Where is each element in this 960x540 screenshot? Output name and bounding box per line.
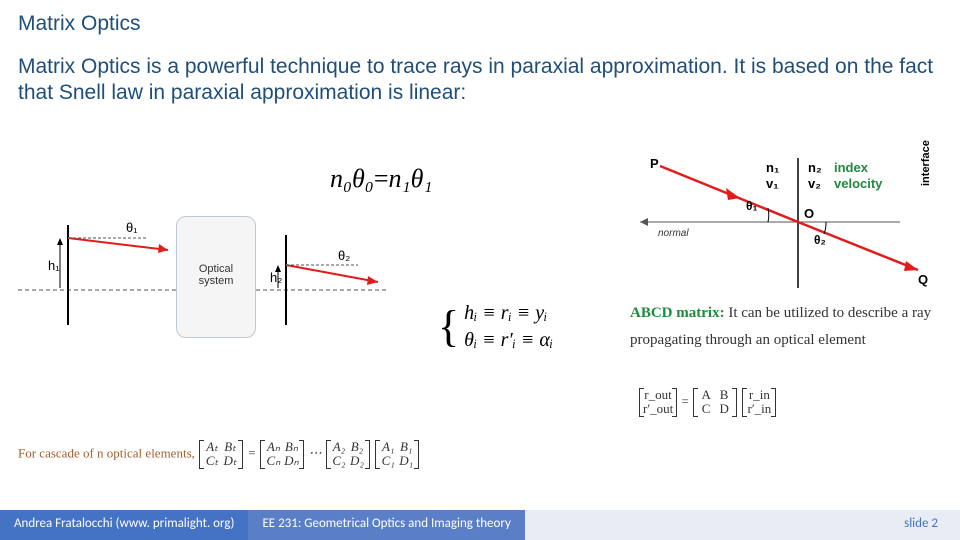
label-O: O	[804, 206, 814, 221]
vec-out: r_out r′_out	[639, 388, 677, 417]
cascade-text: For cascade of n optical elements,	[18, 445, 195, 460]
label-n1: n₁	[766, 160, 779, 175]
optical-box-line2: system	[177, 275, 255, 287]
label-interface: interface	[920, 140, 932, 186]
brace-line1: hᵢ ≡ rᵢ ≡ yᵢ	[464, 300, 553, 327]
footer-page-number: slide 2	[882, 510, 960, 540]
cascade-statement: For cascade of n optical elements, AₜBₜ …	[18, 440, 618, 469]
label-v2: v₂	[808, 176, 821, 191]
brace-line2: θᵢ ≡ r′ᵢ ≡ αᵢ	[464, 327, 553, 354]
matrix-1: A₁B₁ C₁D₁	[375, 440, 419, 469]
label-theta1: θ₁	[126, 220, 138, 235]
refraction-diagram: P Q O normal θ₁ θ₂ n₁ v₁ n₂ v₂ index vel…	[600, 158, 930, 288]
footer-course: EE 231: Geometrical Optics and Imaging t…	[248, 510, 524, 540]
matrix-2: A₂B₂ C₂D₂	[326, 440, 370, 469]
label-normal: normal	[658, 228, 689, 239]
brace-icon: {	[438, 305, 459, 349]
slide-title: Matrix Optics	[0, 0, 960, 36]
abcd-matrix-equation: r_out r′_out = AB CD r_in r′_in	[638, 388, 777, 417]
vec-in: r_in r′_in	[742, 388, 776, 417]
snell-equation: n₀θ₀=n₁θ₁	[330, 164, 432, 194]
label-v1: v₁	[766, 176, 779, 191]
optical-box-line1: Optical	[177, 263, 255, 275]
snell-lhs: n₀θ₀	[330, 164, 374, 193]
brace-definitions: { hᵢ ≡ rᵢ ≡ yᵢ θᵢ ≡ r′ᵢ ≡ αᵢ	[438, 300, 553, 354]
label-h2: h₂	[270, 270, 282, 285]
snell-rhs: n₁θ₁	[389, 164, 433, 193]
abcd-title: ABCD matrix:	[630, 305, 725, 321]
footer-gap	[525, 510, 882, 540]
abcd-description: ABCD matrix: It can be utilized to descr…	[630, 300, 940, 354]
cascade-dots: ⋯	[309, 445, 322, 460]
label-n2: n₂	[808, 160, 822, 175]
matrix-total: AₜBₜ CₜDₜ	[199, 440, 243, 469]
label-P: P	[650, 158, 659, 171]
label-theta2: θ₂	[338, 248, 350, 263]
matrix-n: AₙBₙ CₙDₙ	[260, 440, 304, 469]
footer-author: Andrea Fratalocchi (www. primalight. org…	[0, 510, 248, 540]
label-h1: h₁	[48, 258, 60, 273]
matrix-abcd: AB CD	[693, 388, 737, 417]
optical-system-box: Optical system	[176, 216, 256, 338]
label-theta1r: θ₁	[746, 199, 757, 213]
optical-system-diagram: h₁ θ₁ h₂ θ₂ Optical system	[18, 210, 388, 340]
label-index: index	[834, 160, 869, 175]
intro-paragraph: Matrix Optics is a powerful technique to…	[0, 36, 960, 107]
snell-eq-sign: =	[374, 164, 389, 193]
slide-footer: Andrea Fratalocchi (www. primalight. org…	[0, 510, 960, 540]
label-velocity: velocity	[834, 176, 883, 191]
label-theta2r: θ₂	[814, 233, 826, 247]
label-Q: Q	[918, 272, 928, 287]
